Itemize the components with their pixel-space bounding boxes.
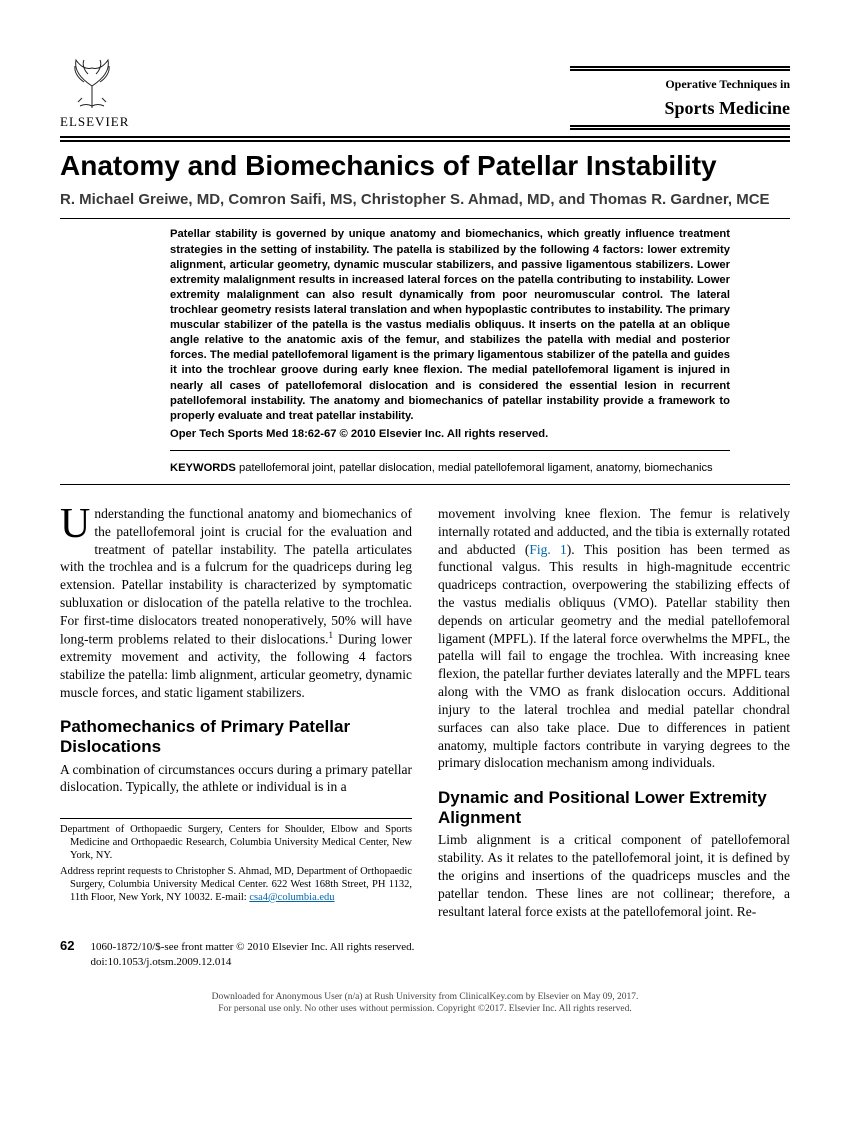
keywords-label: KEYWORDS	[170, 462, 236, 474]
abstract-rule	[170, 450, 730, 451]
keywords-line: KEYWORDS patellofemoral joint, patellar …	[170, 461, 730, 476]
section-heading-2: Dynamic and Positional Lower Extremity A…	[438, 788, 790, 827]
keywords-text: patellofemoral joint, patellar dislocati…	[239, 462, 713, 474]
elsevier-tree-icon	[60, 48, 124, 112]
article-authors: R. Michael Greiwe, MD, Comron Saifi, MS,…	[60, 190, 790, 210]
author-rule	[60, 218, 790, 219]
affiliation-block: Department of Orthopaedic Surgery, Cente…	[60, 818, 412, 904]
dropcap: U	[60, 505, 94, 541]
journal-title-block: Operative Techniques in Sports Medicine	[570, 66, 790, 130]
footer-text: 1060-1872/10/$-see front matter © 2010 E…	[90, 940, 790, 969]
figure-ref-1[interactable]: Fig. 1	[529, 542, 566, 557]
journal-title: Sports Medicine	[570, 98, 790, 119]
download-line1: Downloaded for Anonymous User (n/a) at R…	[212, 992, 639, 1002]
download-line2: For personal use only. No other uses wit…	[218, 1004, 631, 1014]
column-right: movement involving knee flexion. The fem…	[438, 505, 790, 920]
section1-paragraph: A combination of circumstances occurs du…	[60, 761, 412, 797]
column-left: Understanding the functional anatomy and…	[60, 505, 412, 920]
journal-overtitle: Operative Techniques in	[570, 77, 790, 92]
section-heading-1: Pathomechanics of Primary Patellar Dislo…	[60, 717, 412, 756]
footer-line2: doi:10.1053/j.otsm.2009.12.014	[90, 956, 231, 968]
body-rule	[60, 484, 790, 485]
rule-bottom	[570, 125, 790, 130]
intro-text: nderstanding the functional anatomy and …	[60, 506, 412, 646]
download-note: Downloaded for Anonymous User (n/a) at R…	[60, 991, 790, 1016]
publisher-name: ELSEVIER	[60, 114, 129, 130]
publisher-logo-block: ELSEVIER	[60, 48, 129, 130]
title-rule-top	[60, 136, 790, 142]
footer-line1: 1060-1872/10/$-see front matter © 2010 E…	[90, 941, 414, 953]
corresponding-email[interactable]: csa4@columbia.edu	[249, 892, 334, 903]
intro-paragraph: Understanding the functional anatomy and…	[60, 505, 412, 701]
abstract-block: Patellar stability is governed by unique…	[170, 227, 730, 476]
page-footer: 62 1060-1872/10/$-see front matter © 201…	[60, 938, 790, 969]
body-columns: Understanding the functional anatomy and…	[60, 505, 790, 920]
page: ELSEVIER Operative Techniques in Sports …	[0, 0, 850, 1134]
rule-top	[570, 66, 790, 71]
header-row: ELSEVIER Operative Techniques in Sports …	[60, 48, 790, 130]
affiliation-dept: Department of Orthopaedic Surgery, Cente…	[60, 823, 412, 862]
article-title: Anatomy and Biomechanics of Patellar Ins…	[60, 150, 790, 182]
page-number: 62	[60, 938, 74, 953]
abstract-text: Patellar stability is governed by unique…	[170, 227, 730, 423]
article-citation: Oper Tech Sports Med 18:62-67 © 2010 Els…	[170, 428, 730, 440]
affiliation-reprint: Address reprint requests to Christopher …	[60, 865, 412, 904]
section2-paragraph: Limb alignment is a critical component o…	[438, 831, 790, 920]
col2-paragraph-1: movement involving knee flexion. The fem…	[438, 505, 790, 772]
